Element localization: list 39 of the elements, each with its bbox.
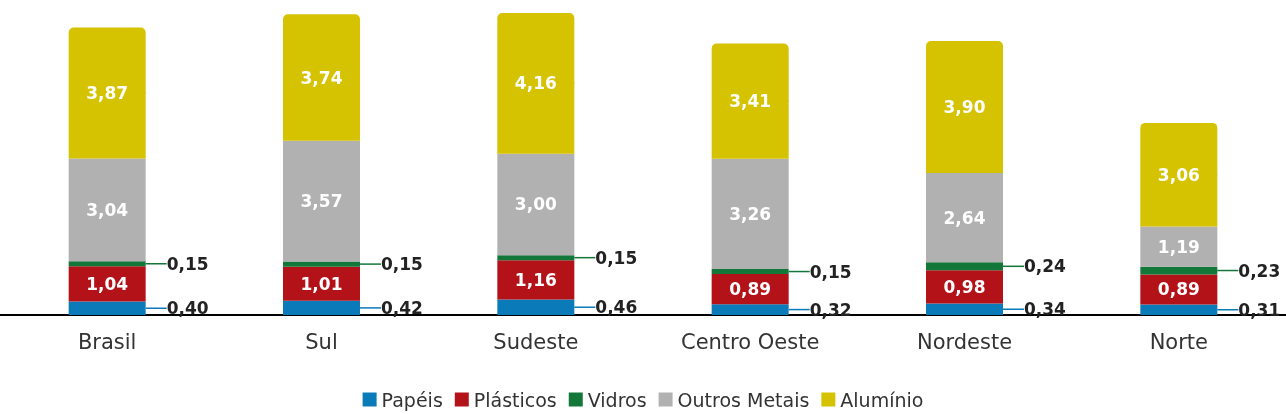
- data-label: 1,01: [300, 273, 343, 294]
- x-tick-label: Brasil: [77, 329, 137, 354]
- x-tick-label: Norte: [1149, 329, 1209, 354]
- data-label: 0,40: [166, 298, 209, 319]
- data-label: 0,15: [595, 247, 638, 268]
- data-label: 0,46: [595, 297, 638, 318]
- data-label: 3,26: [729, 203, 772, 224]
- data-label: 3,87: [86, 82, 129, 103]
- data-label: 0,15: [381, 254, 423, 275]
- data-label: 4,16: [514, 73, 557, 94]
- data-label: 0,23: [1238, 260, 1281, 281]
- data-label: 0,89: [1157, 279, 1200, 300]
- legend-label: Plásticos: [473, 388, 557, 411]
- x-tick-label: Sul: [305, 329, 338, 354]
- legend-label: Vidros: [587, 388, 647, 411]
- data-label: 1,19: [1157, 236, 1200, 257]
- legend-label: Alumínio: [840, 388, 924, 411]
- data-label: 0,15: [166, 253, 209, 274]
- x-tick-label: Centro Oeste: [680, 329, 820, 354]
- data-label: 1,04: [86, 273, 129, 294]
- data-label: 0,98: [943, 276, 986, 297]
- data-label: 3,04: [86, 199, 129, 220]
- data-label: 0,34: [1024, 299, 1067, 320]
- data-label: 2,64: [943, 207, 986, 228]
- data-label: 0,15: [809, 261, 852, 282]
- x-tick-label: Sudeste: [493, 329, 579, 354]
- data-label: 3,41: [729, 91, 772, 112]
- data-label: 3,74: [300, 67, 343, 88]
- data-label: 0,89: [729, 279, 772, 300]
- x-tick-label: Nordeste: [916, 329, 1013, 354]
- data-label: 3,90: [943, 97, 986, 118]
- legend-label: Outros Metais: [677, 388, 810, 411]
- data-label: 3,00: [514, 194, 557, 215]
- data-label: 3,57: [300, 191, 343, 212]
- data-label: 1,16: [514, 269, 557, 290]
- legend-label: Papéis: [381, 388, 443, 411]
- data-label: 0,24: [1024, 256, 1067, 277]
- data-label: 0,42: [381, 297, 423, 318]
- data-label: 3,06: [1157, 164, 1200, 185]
